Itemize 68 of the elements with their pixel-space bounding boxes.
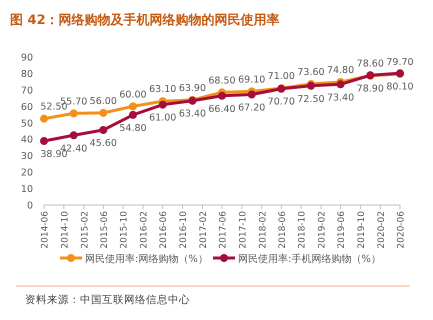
data-label: 73.40 xyxy=(326,92,354,104)
y-tick-label: 60 xyxy=(20,102,33,113)
x-tick-label: 2016-02 xyxy=(140,211,150,249)
chart-title: 图 42：网络购物及手机网络购物的网民使用率 xyxy=(10,12,280,28)
data-label: 71.00 xyxy=(268,71,295,82)
data-label: 73.60 xyxy=(297,66,325,78)
data-label: 54.80 xyxy=(119,122,147,134)
text: 资料来源：中国互联网络信息中心 xyxy=(25,293,190,306)
data-label: 69.10 xyxy=(238,74,266,86)
x-tick-label: 2019-10 xyxy=(356,210,367,249)
point xyxy=(158,100,167,109)
data-label: 52.50 xyxy=(40,102,68,113)
x-tick-label: 2018-06 xyxy=(278,210,288,249)
x-tick-label: 2017-02 xyxy=(199,211,210,249)
y-tick-label: 10 xyxy=(20,184,33,196)
x-tick-label: 2019-06 xyxy=(337,210,348,249)
data-label: 60.00 xyxy=(119,89,147,100)
y-tick-label: 80 xyxy=(20,68,33,80)
data-label: 67.20 xyxy=(238,102,266,114)
x-tick-label: 2015-10 xyxy=(120,210,130,249)
data-label: 56.00 xyxy=(90,96,117,107)
legend-label: 网民使用率:手机网络购物（%） xyxy=(238,253,381,265)
point xyxy=(248,90,256,98)
data-label: 63.10 xyxy=(149,84,176,96)
x-tick-label: 2015-02 xyxy=(80,211,90,249)
x-tick-label: 2014-10 xyxy=(60,210,70,249)
point xyxy=(40,137,48,146)
data-label: 61.00 xyxy=(149,112,176,124)
x-tick-label: 2017-06 xyxy=(218,210,228,249)
legend-label: 网民使用率:网络购物（%） xyxy=(85,253,208,265)
y-tick-label: 50 xyxy=(20,118,33,130)
x-tick-label: 2014-06 xyxy=(40,210,50,249)
x-tick-label: 2020-02 xyxy=(376,211,387,249)
y-tick-label: 70 xyxy=(20,85,33,96)
data-label: 78.60 xyxy=(356,58,384,70)
data-label: 70.70 xyxy=(268,96,295,108)
point xyxy=(336,80,345,88)
data-label: 80.10 xyxy=(386,81,414,92)
data-label: 66.40 xyxy=(208,104,236,115)
point xyxy=(218,92,226,100)
data-label: 68.50 xyxy=(208,75,236,86)
data-label: 72.50 xyxy=(297,94,325,105)
data-label: 45.60 xyxy=(90,138,117,150)
x-tick-label: 2020-06 xyxy=(396,210,406,249)
x-tick-label: 2017-10 xyxy=(238,210,248,249)
data-label: 63.90 xyxy=(178,82,206,94)
y-tick-label: 20 xyxy=(20,168,33,179)
point xyxy=(70,131,78,140)
y-tick-label: 0 xyxy=(26,200,33,212)
x-tick-label: 2016-10 xyxy=(179,210,190,249)
y-tick-label: 40 xyxy=(20,134,33,146)
data-label: 79.70 xyxy=(386,56,414,68)
point xyxy=(129,102,137,110)
point xyxy=(70,109,78,118)
x-tick-label: 2016-06 xyxy=(159,210,170,249)
x-tick-label: 2015-06 xyxy=(100,210,110,249)
data-label: 74.80 xyxy=(326,64,354,76)
point xyxy=(99,108,108,117)
x-tick-label: 2019-02 xyxy=(318,211,328,249)
x-tick-label: 2018-02 xyxy=(258,211,268,249)
y-tick-label: 90 xyxy=(20,52,33,64)
point xyxy=(99,126,108,134)
data-label: 63.40 xyxy=(178,108,206,120)
y-tick-label: 30 xyxy=(20,151,33,162)
point xyxy=(129,110,137,119)
data-label: 78.90 xyxy=(356,83,384,94)
x-tick-label: 2018-10 xyxy=(298,210,308,249)
point xyxy=(40,114,48,123)
